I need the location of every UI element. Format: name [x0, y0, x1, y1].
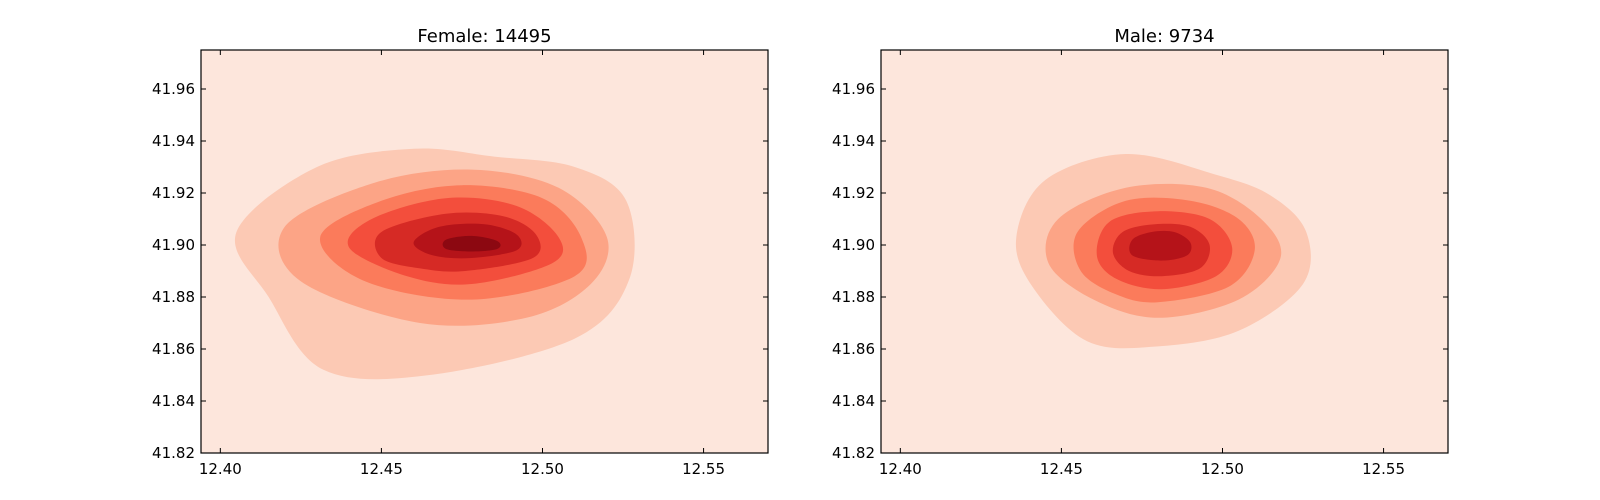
x-tick-label: 12.55	[682, 460, 725, 478]
y-tick-label: 41.84	[832, 392, 875, 410]
x-tick-label: 12.55	[1362, 460, 1405, 478]
y-tick-label: 41.84	[152, 392, 195, 410]
ticks-male: 12.40 12.45 12.50 12.55 41.82 41.84 41.86 41.88…	[832, 50, 1448, 478]
y-tick-label: 41.96	[152, 80, 195, 98]
contour-level-7	[442, 235, 501, 252]
y-tick-label: 41.90	[832, 236, 875, 254]
y-tick-label: 41.82	[832, 444, 875, 462]
contour-level-6	[1129, 230, 1192, 261]
x-tick-label: 12.40	[199, 460, 242, 478]
panel-title-female: Female: 14495	[417, 26, 551, 47]
plot-frame-male	[880, 49, 1449, 454]
y-tick-label: 41.82	[152, 444, 195, 462]
density-contours-female	[234, 148, 635, 380]
density-contours-male	[1015, 153, 1311, 349]
panel-title-male: Male: 9734	[1114, 26, 1214, 47]
y-tick-label: 41.86	[832, 340, 875, 358]
ticks-female: 12.40 12.45 12.50 12.55 41.82 41.84 41.86 41.88…	[152, 50, 768, 478]
plot-frame-female	[200, 49, 769, 454]
y-tick-label: 41.86	[152, 340, 195, 358]
y-tick-label: 41.92	[832, 184, 875, 202]
x-tick-label: 12.40	[879, 460, 922, 478]
y-tick-label: 41.90	[152, 236, 195, 254]
y-tick-label: 41.92	[152, 184, 195, 202]
y-tick-label: 41.94	[152, 132, 195, 150]
y-tick-label: 41.96	[832, 80, 875, 98]
y-tick-label: 41.88	[152, 288, 195, 306]
panel-female: 12.40 12.45 12.50 12.55 41.82 41.84 41.86 41.88…	[152, 26, 769, 478]
x-tick-label: 12.45	[1040, 460, 1083, 478]
x-tick-label: 12.45	[360, 460, 403, 478]
y-tick-label: 41.94	[832, 132, 875, 150]
y-tick-label: 41.88	[832, 288, 875, 306]
x-tick-label: 12.50	[1201, 460, 1244, 478]
x-tick-label: 12.50	[521, 460, 564, 478]
panel-male: 12.40 12.45 12.50 12.55 41.82 41.84 41.86 41.88…	[832, 26, 1449, 478]
